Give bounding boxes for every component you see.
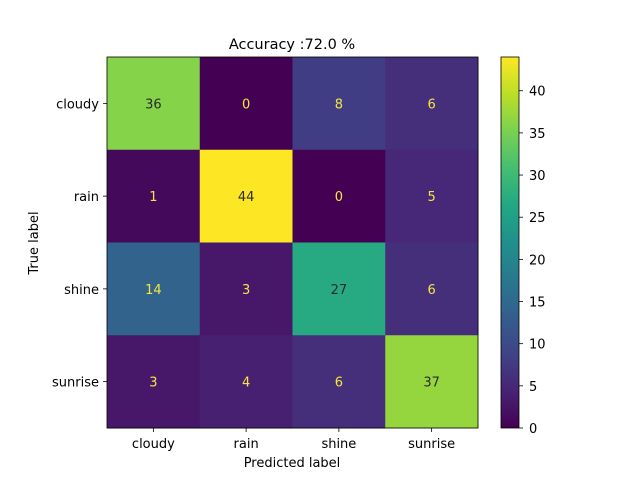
cell-value-label: 14 xyxy=(145,283,162,298)
cell-value-label: 36 xyxy=(145,97,162,112)
cell-value-label: 37 xyxy=(423,376,440,391)
y-tick-label: cloudy xyxy=(56,97,99,112)
heatmap-cell xyxy=(199,335,293,429)
heatmap-cell xyxy=(107,335,201,429)
cell-value-label: 0 xyxy=(242,97,250,112)
x-axis-label: Predicted label xyxy=(244,456,341,471)
heatmap-cell xyxy=(385,242,479,336)
heatmap-cell xyxy=(385,335,479,429)
colorbar-tick-label: 35 xyxy=(529,127,546,142)
cell-value-label: 6 xyxy=(427,283,435,298)
x-tick-label: rain xyxy=(234,437,259,452)
y-axis-label: True label xyxy=(27,211,42,275)
x-tick-label: cloudy xyxy=(132,437,175,452)
cell-value-label: 3 xyxy=(242,283,250,298)
heatmap-cell xyxy=(107,242,201,336)
heatmap-cell xyxy=(292,242,386,336)
y-axis: cloudy rain shine sunrise xyxy=(52,97,107,391)
heatmap-cell xyxy=(292,57,386,151)
x-tick-label: shine xyxy=(321,437,356,452)
colorbar: 0 5 10 15 20 25 30 35 40 xyxy=(500,56,546,437)
heatmap-cell xyxy=(385,149,479,243)
heatmap-cell xyxy=(107,57,201,151)
colorbar-tick-label: 20 xyxy=(529,253,546,268)
cell-value-label: 8 xyxy=(335,97,343,112)
heatmap-cell xyxy=(199,242,293,336)
colorbar-gradient xyxy=(500,56,520,429)
cell-value-label: 6 xyxy=(427,97,435,112)
colorbar-tick-label: 5 xyxy=(529,380,537,395)
cell-value-label: 0 xyxy=(335,190,343,205)
heatmap-cell xyxy=(385,57,479,151)
heatmap-cell xyxy=(292,335,386,429)
cell-value-label: 6 xyxy=(335,376,343,391)
cell-value-label: 5 xyxy=(427,190,435,205)
heatmap-cell xyxy=(292,149,386,243)
chart-title: Accuracy :72.0 % xyxy=(229,37,355,53)
heatmap-cell xyxy=(199,149,293,243)
y-tick-label: sunrise xyxy=(52,376,99,391)
colorbar-tick-label: 30 xyxy=(529,169,546,184)
x-tick-label: sunrise xyxy=(408,437,455,452)
cell-value-label: 44 xyxy=(238,190,255,205)
cell-value-label: 3 xyxy=(149,376,157,391)
cell-value-label: 1 xyxy=(149,190,157,205)
colorbar-tick-label: 15 xyxy=(529,296,546,311)
colorbar-tick-label: 10 xyxy=(529,338,546,353)
colorbar-tick-label: 40 xyxy=(529,85,546,100)
heatmap-cell xyxy=(199,57,293,151)
y-tick-label: rain xyxy=(74,190,99,205)
colorbar-tick-label: 0 xyxy=(529,422,537,437)
cell-value-label: 27 xyxy=(331,283,348,298)
heatmap-grid: 36 0 8 6 1 44 0 5 14 3 27 6 3 4 6 37 xyxy=(106,56,479,429)
heatmap-frame xyxy=(106,56,479,429)
y-tick-label: shine xyxy=(64,283,99,298)
colorbar-tick-label: 25 xyxy=(529,211,546,226)
cell-value-label: 4 xyxy=(242,376,250,391)
x-axis: cloudy rain shine sunrise xyxy=(132,428,455,452)
heatmap-cell xyxy=(107,149,201,243)
